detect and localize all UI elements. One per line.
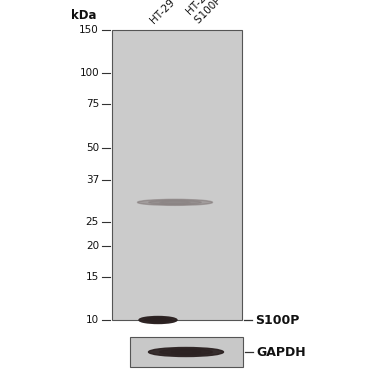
Ellipse shape xyxy=(171,350,201,354)
Ellipse shape xyxy=(139,316,177,324)
Bar xyxy=(130,337,243,367)
Ellipse shape xyxy=(138,200,213,206)
Text: 25: 25 xyxy=(86,217,99,227)
Text: S100P: S100P xyxy=(255,314,299,327)
Text: GAPDH: GAPDH xyxy=(256,345,306,358)
Text: 150: 150 xyxy=(79,25,99,35)
Text: 75: 75 xyxy=(86,99,99,109)
Ellipse shape xyxy=(160,201,190,204)
Text: 50: 50 xyxy=(86,142,99,153)
Text: 20: 20 xyxy=(86,241,99,251)
Ellipse shape xyxy=(150,319,166,321)
Text: HT-29: HT-29 xyxy=(148,0,176,25)
Text: 37: 37 xyxy=(86,175,99,185)
Text: kDa: kDa xyxy=(71,9,97,22)
Text: HT-29
S100P KO: HT-29 S100P KO xyxy=(185,0,236,25)
Ellipse shape xyxy=(145,318,171,322)
Text: 10: 10 xyxy=(86,315,99,325)
Bar xyxy=(112,30,242,320)
Ellipse shape xyxy=(160,349,212,355)
Text: 15: 15 xyxy=(86,272,99,282)
Text: 100: 100 xyxy=(80,68,99,78)
Ellipse shape xyxy=(149,200,201,204)
Ellipse shape xyxy=(148,348,224,357)
